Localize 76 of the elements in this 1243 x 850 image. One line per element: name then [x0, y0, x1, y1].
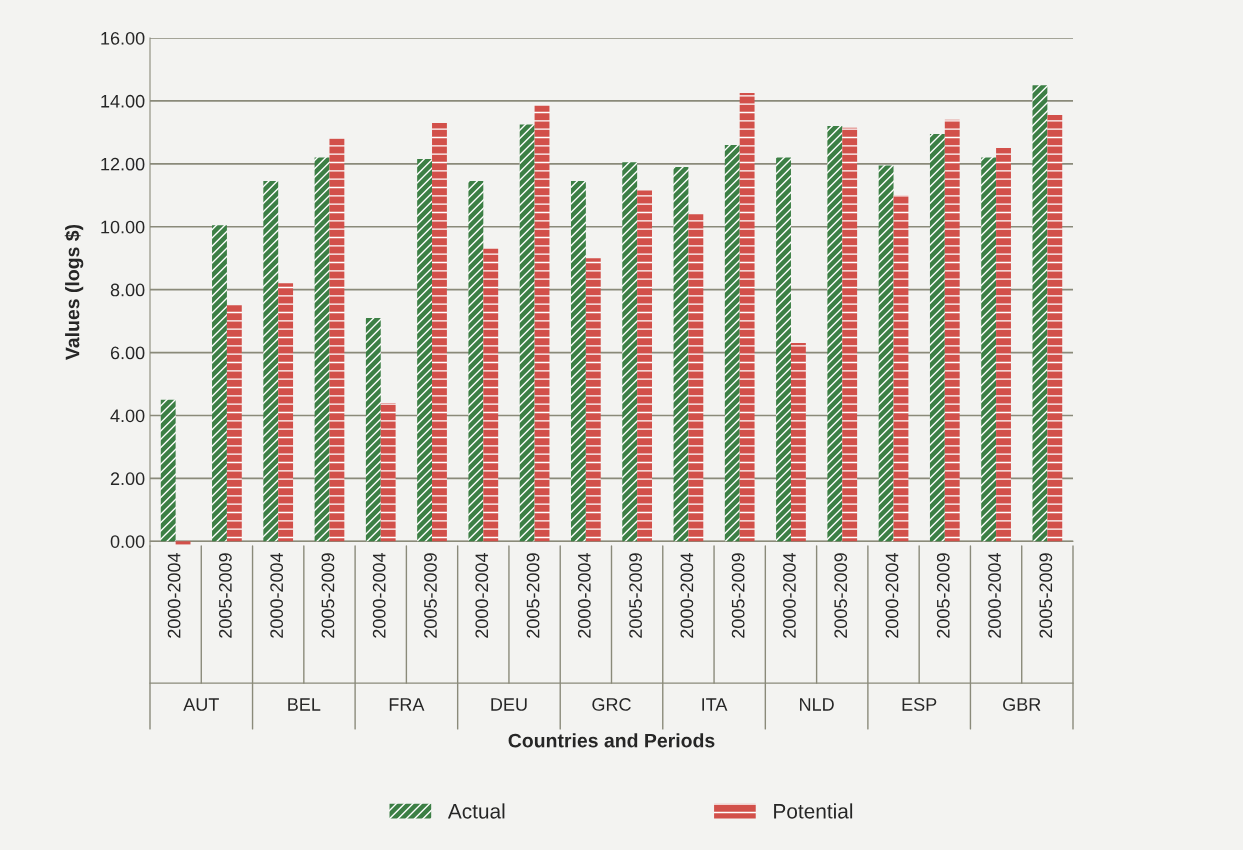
bar — [226, 305, 242, 542]
text: DEU — [491, 698, 527, 711]
bar — [160, 399, 176, 542]
bar — [1047, 115, 1063, 542]
bar — [585, 258, 601, 542]
text: AUT — [183, 698, 219, 711]
bar — [314, 157, 330, 542]
bar — [637, 190, 653, 542]
y-tick-label: 16.00 — [101, 31, 145, 45]
text: FRA — [389, 698, 425, 711]
bar — [981, 157, 997, 542]
text: GBR — [1003, 698, 1041, 711]
bar — [790, 343, 806, 542]
bar — [175, 541, 191, 545]
bar — [878, 165, 894, 542]
y-tick-label: 0.00 — [110, 535, 145, 548]
bar — [380, 402, 396, 542]
bar — [483, 248, 499, 542]
y-tick-label: 4.00 — [110, 409, 145, 423]
y-tick-label: 6.00 — [110, 346, 145, 360]
y-tick-label: 10.00 — [101, 220, 145, 234]
bar — [724, 144, 740, 542]
x-tick-label: 2000-2004 — [577, 552, 591, 638]
bar — [212, 225, 227, 542]
bar — [519, 124, 535, 542]
y-tick-label: 8.00 — [110, 283, 145, 297]
legend-label: Actual — [447, 803, 505, 819]
x-tick-label: 2000-2004 — [270, 552, 284, 638]
x-axis-title: Countries and Periods — [508, 733, 715, 748]
x-tick-label: 2005-2009 — [424, 553, 437, 638]
bar — [622, 162, 638, 542]
bar — [776, 157, 791, 542]
x-tick-label: 2005-2009 — [731, 553, 745, 638]
x-tick-label: 2000-2004 — [783, 552, 796, 638]
text: GRC — [592, 698, 631, 711]
bar — [468, 181, 484, 542]
bar — [688, 214, 704, 542]
text: BEL — [288, 698, 321, 711]
x-tick-label: 2000-2004 — [885, 552, 899, 638]
bar — [365, 317, 381, 542]
x-tick-label: 2000-2004 — [680, 552, 694, 638]
text: ITA — [702, 698, 728, 711]
y-tick-label: 12.00 — [101, 157, 145, 171]
y-axis-title: Values (logs $) — [64, 224, 84, 360]
bar — [739, 93, 755, 542]
x-tick-label: 2005-2009 — [629, 553, 642, 638]
bar — [432, 122, 447, 542]
bar — [534, 105, 550, 542]
x-tick-label: 2005-2009 — [321, 553, 335, 638]
bar — [417, 159, 433, 542]
y-tick-label: 14.00 — [101, 94, 145, 108]
legend-label: Potential — [774, 803, 853, 819]
bar — [996, 148, 1011, 542]
text: NLD — [800, 698, 834, 711]
bar — [263, 181, 279, 542]
bar — [278, 283, 294, 542]
bar — [329, 138, 345, 542]
x-tick-label: 2000-2004 — [988, 552, 1001, 638]
x-tick-label: 2005-2009 — [526, 553, 540, 638]
x-tick-label: 2005-2009 — [218, 553, 232, 638]
bar — [842, 127, 858, 542]
bar — [893, 195, 909, 542]
y-tick-label: 2.00 — [110, 472, 145, 486]
x-tick-label: 2000-2004 — [475, 552, 489, 638]
x-tick-label: 2005-2009 — [936, 553, 950, 638]
x-tick-label: 2000-2004 — [372, 552, 386, 638]
bar — [1032, 85, 1048, 542]
bar — [570, 181, 586, 542]
bar — [944, 119, 960, 542]
text: ESP — [902, 698, 937, 711]
bar — [929, 133, 945, 542]
x-tick-label: 2005-2009 — [834, 553, 848, 638]
bar — [827, 126, 843, 542]
x-tick-label: 2005-2009 — [1039, 553, 1053, 638]
x-tick-label: 2000-2004 — [167, 552, 181, 638]
bar — [673, 166, 689, 542]
